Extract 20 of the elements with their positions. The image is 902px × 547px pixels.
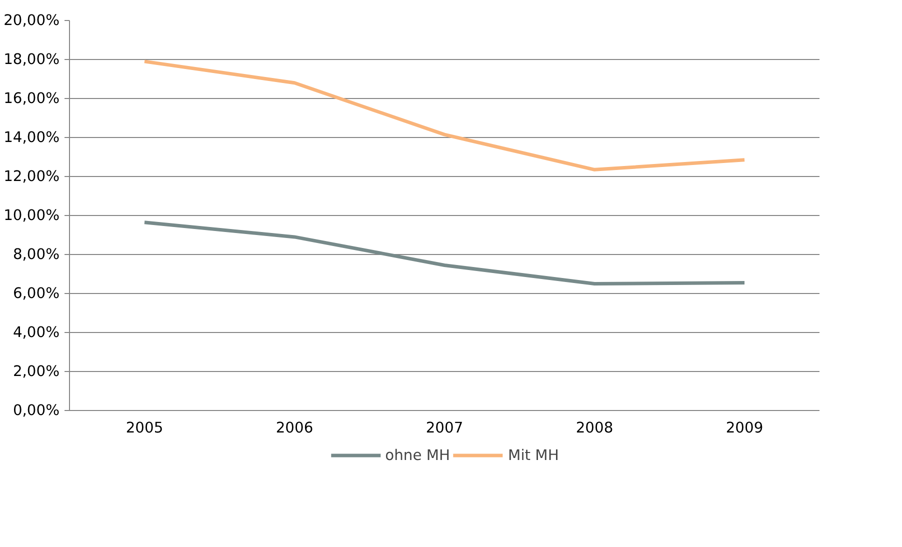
y-tick-label: 2,00%: [12, 363, 60, 380]
x-tick-label: 2008: [576, 420, 614, 436]
x-tick-label: 2009: [726, 420, 764, 436]
y-tick-label: 14,00%: [4, 129, 60, 146]
line-series: [142, 220, 746, 286]
legend-label: Mit MH: [508, 446, 559, 464]
y-tick-label: 20,00%: [4, 12, 60, 29]
y-tick-label: 6,00%: [12, 285, 60, 302]
x-tick-label: 2005: [126, 420, 164, 436]
x-tick-label: 2007: [426, 420, 464, 436]
y-tick-label: 10,00%: [4, 207, 60, 224]
y-tick-label: 16,00%: [4, 90, 60, 107]
legend-label: ohne MH: [385, 446, 450, 464]
y-tick-label: 18,00%: [4, 51, 60, 68]
y-tick-label: 12,00%: [4, 168, 60, 185]
y-tick-label: 4,00%: [12, 324, 60, 341]
y-tick-label: 0,00%: [12, 402, 60, 419]
y-tick-label: 8,00%: [12, 246, 60, 263]
line-series: [142, 60, 746, 172]
x-tick-label: 2006: [276, 420, 314, 436]
